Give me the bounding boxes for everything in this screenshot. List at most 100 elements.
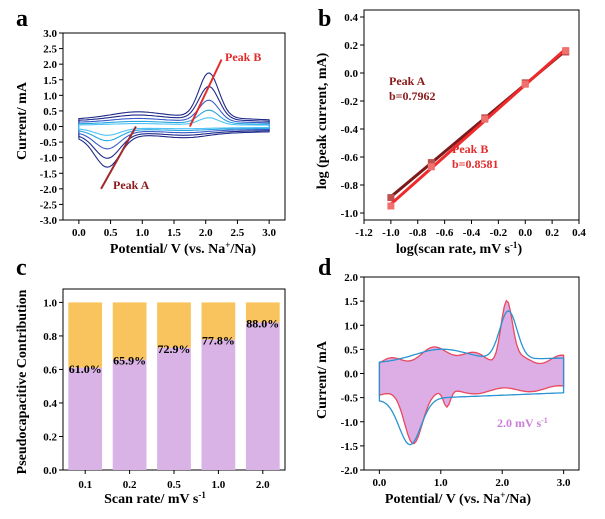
a-xtick-label: 3.0 <box>262 227 276 239</box>
c-bar-pseudocapacitive <box>201 339 236 470</box>
c-bar-pseudocapacitive <box>68 367 103 470</box>
a-ytick-label: 1.0 <box>43 90 57 102</box>
b-data-point <box>387 202 395 210</box>
b-peak-a-value: b=0.7962 <box>389 89 436 103</box>
c-ytick-label: 1.0 <box>43 297 57 309</box>
d-ytick-label: 2.0 <box>344 272 358 284</box>
b-ytick-label: -1.0 <box>341 208 359 220</box>
a-peak-a-label: Peak A <box>113 178 150 192</box>
a-peak-b-line <box>188 59 223 127</box>
a-xtick-label: 1.5 <box>167 227 181 239</box>
b-xtick-label: -1.2 <box>355 227 373 239</box>
panel-letter-a: a <box>16 6 28 32</box>
b-data-point <box>481 115 489 123</box>
c-ytick-label: 0.6 <box>43 364 57 376</box>
d-total-cv-curve <box>378 310 565 446</box>
b-data-point <box>427 159 435 167</box>
c-bar-pseudocapacitive <box>112 359 147 470</box>
b-data-point <box>387 194 395 202</box>
a-ytick-label: 1.5 <box>43 75 57 87</box>
b-peak-b-label: Peak B <box>452 142 488 156</box>
a-xtick-label: 2.5 <box>231 227 245 239</box>
a-xlabel: Potential/ V (vs. Na+/Na) <box>110 240 257 257</box>
d-rate-label: 2.0 mV s-1 <box>497 416 548 430</box>
d-ytick-label: 1.5 <box>344 296 358 308</box>
b-xtick-label: -0.6 <box>436 227 454 239</box>
c-bar-value-label: 77.8% <box>202 334 235 348</box>
panel-c: 1.0 0.8 0.6 0.4 0.2 0.0 61.0% 0.1 65.9% 0.2 72.9% 0… <box>43 288 286 491</box>
d-xtick-label: 2.0 <box>495 477 509 489</box>
d-ylabel: Current/ mA <box>315 340 330 419</box>
a-xtick-label: 0.0 <box>72 227 86 239</box>
d-ytick-label: -1.0 <box>341 417 359 429</box>
c-bar-value-label: 65.9% <box>113 354 146 368</box>
b-ylabel: log (peak current, mA) <box>315 52 330 189</box>
d-xtick-label: 3.0 <box>557 477 571 489</box>
b-xlabel: log(scan rate, mV s-1) <box>396 240 523 257</box>
c-bar-capacitive-remainder <box>112 302 147 360</box>
d-ytick-label: 1.0 <box>344 320 358 332</box>
b-ytick-label: 0.2 <box>344 40 358 52</box>
b-xtick-label: -0.8 <box>409 227 427 239</box>
b-ytick-label: -0.8 <box>341 180 359 192</box>
b-xtick-label: 0.4 <box>572 227 586 239</box>
c-bar-pseudocapacitive <box>157 347 191 470</box>
a-ytick-label: 0.5 <box>43 106 57 118</box>
a-ytick-label: 3.0 <box>43 28 57 40</box>
d-xlabel: Potential/ V (vs. Na+/Na) <box>385 490 532 507</box>
a-cv-curve <box>78 117 270 136</box>
b-xtick-label: -0.2 <box>490 227 508 239</box>
c-bar-value-label: 88.0% <box>246 317 279 331</box>
c-bar-capacitive-remainder <box>201 302 236 340</box>
a-cv-curve <box>78 109 270 142</box>
panel-a: 0.0 0.5 1.0 1.5 2.0 2.5 3.0 3.0 2.5 2.0 1.5 1.0 0.5 0… <box>40 28 286 239</box>
c-bar-capacitive-remainder <box>157 302 191 348</box>
b-frame <box>363 9 580 221</box>
a-ytick-label: -2.0 <box>40 184 58 196</box>
c-bar-capacitive-remainder <box>245 302 280 323</box>
b-data-point <box>521 80 529 88</box>
c-xlabel: Scan rate/ mV s-1 <box>104 490 206 507</box>
a-xtick-label: 2.0 <box>199 227 213 239</box>
c-xtick-label: 2.0 <box>256 479 270 491</box>
a-ytick-label: -1.5 <box>40 168 58 180</box>
b-ytick-label: -0.2 <box>341 96 359 108</box>
b-xtick-label: -1.0 <box>382 227 400 239</box>
a-ytick-label: 2.0 <box>43 59 57 71</box>
c-xtick-label: 0.2 <box>123 479 137 491</box>
d-ytick-label: -2.0 <box>341 465 359 477</box>
a-cv-curve <box>78 99 270 150</box>
b-xtick-label: 0.0 <box>518 227 532 239</box>
b-xtick-label: -0.4 <box>463 227 481 239</box>
a-cv-curve <box>78 86 270 159</box>
c-bar-capacitive-remainder <box>68 302 103 368</box>
a-xtick-label: 0.5 <box>104 227 118 239</box>
panel-letter-c: c <box>16 255 27 281</box>
b-ytick-label: -0.6 <box>341 152 359 164</box>
a-ytick-label: -2.5 <box>40 199 58 211</box>
a-ytick-label: 0.0 <box>43 122 57 134</box>
a-peak-a-line <box>100 126 137 190</box>
c-xtick-label: 1.0 <box>212 479 226 491</box>
b-peak-b-value: b=0.8581 <box>452 157 499 171</box>
a-ytick-label: -3.0 <box>40 215 58 227</box>
b-data-point <box>562 47 570 55</box>
d-ytick-label: 0.5 <box>344 344 358 356</box>
c-ylabel: Pseudocapacitive Contribution <box>15 289 30 474</box>
c-xtick-label: 0.1 <box>78 479 92 491</box>
c-ytick-label: 0.8 <box>43 331 57 343</box>
c-xtick-label: 0.5 <box>167 479 181 491</box>
c-ytick-label: 0.2 <box>43 431 57 443</box>
a-cv-curve <box>78 72 270 168</box>
b-ytick-label: -0.4 <box>341 124 359 136</box>
c-bar-value-label: 61.0% <box>69 362 102 376</box>
a-ytick-label: -1.0 <box>40 153 58 165</box>
panel-b: -1.2 -1.0 -0.8 -0.6 -0.4 -0.2 0.0 0.2 0.4 0.4 0.2 0… <box>341 9 586 239</box>
panel-letter-b: b <box>318 6 331 32</box>
a-ytick-label: 2.5 <box>43 44 57 56</box>
panel-letter-d: d <box>318 255 332 281</box>
a-xtick-label: 1.0 <box>135 227 149 239</box>
d-capacitive-fill-curve <box>378 299 565 445</box>
c-ytick-label: 0.0 <box>43 465 57 477</box>
